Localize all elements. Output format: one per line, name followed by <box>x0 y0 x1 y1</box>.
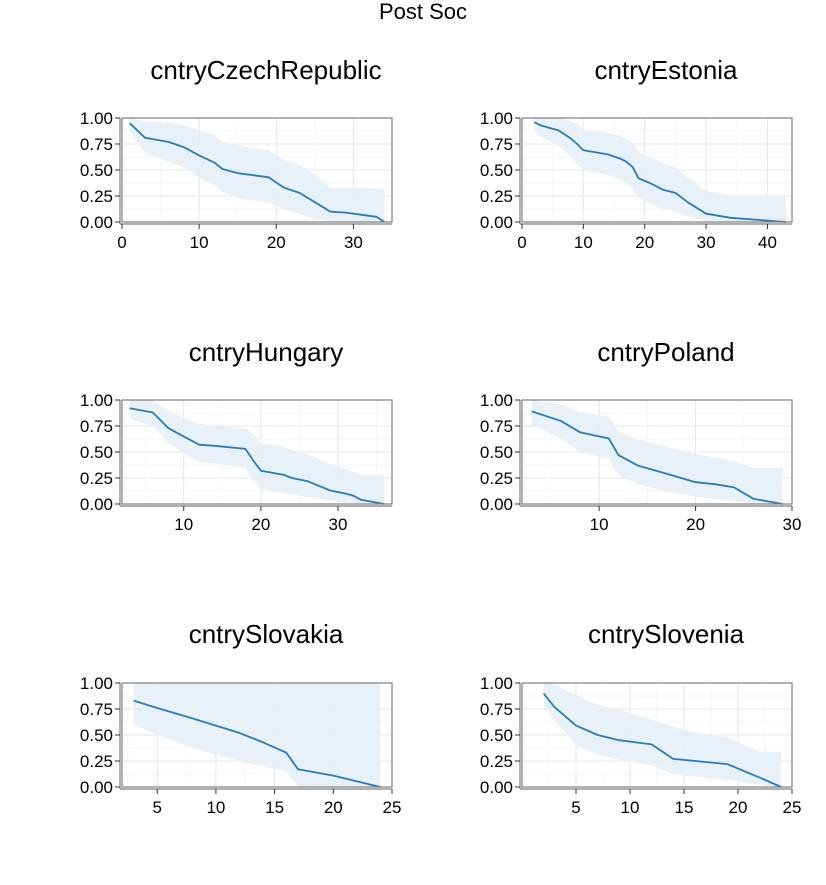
survival-line-0 <box>129 407 385 505</box>
x-tick-label: 15 <box>675 798 694 817</box>
y-tick-label: 0.75 <box>80 135 113 154</box>
y-tick-label: 0.50 <box>80 443 113 462</box>
facet-panel-4: cntrySlovakia 0.00 0.25 0.50 0.75 1.00 5 10 15 20… <box>80 619 402 817</box>
confidence-band-0 <box>133 683 381 787</box>
y-tick-label: 1.00 <box>80 109 113 128</box>
y-tick-label: 0.25 <box>80 187 113 206</box>
y-tick-label: 0.50 <box>480 161 513 180</box>
x-tick-label: 30 <box>344 233 363 252</box>
y-tick-label: 1.00 <box>480 109 513 128</box>
x-tick-label: 20 <box>324 798 343 817</box>
survival-line-0 <box>531 410 783 505</box>
x-tick-label: 15 <box>265 798 284 817</box>
x-tick-label: 30 <box>783 515 802 534</box>
confidence-band-0 <box>129 118 385 222</box>
survival-line-0 <box>542 692 782 788</box>
plot-frame <box>521 399 793 505</box>
x-tick-label: 20 <box>635 233 654 252</box>
y-tick-label: 0.25 <box>480 752 513 771</box>
plot-frame <box>121 682 393 788</box>
y-tick-label: 0.75 <box>80 417 113 436</box>
main-title: Post Soc <box>379 0 467 24</box>
x-tick-label: 25 <box>383 798 402 817</box>
y-tick-label: 0.00 <box>80 495 113 514</box>
y-tick-label: 1.00 <box>480 674 513 693</box>
y-tick-label: 0.75 <box>80 700 113 719</box>
panel-title: cntryEstonia <box>594 55 738 85</box>
x-tick-label: 10 <box>190 233 209 252</box>
plot-frame <box>521 117 793 223</box>
y-tick-label: 0.75 <box>480 417 513 436</box>
facet-panel-5: cntrySlovenia 0.00 0.25 0.50 0.75 1.00 5 10 15 20… <box>480 619 802 817</box>
x-tick-label: 10 <box>174 515 193 534</box>
confidence-band-0 <box>531 400 783 504</box>
y-tick-label: 0.50 <box>80 726 113 745</box>
y-tick-label: 1.00 <box>80 674 113 693</box>
x-tick-label: 10 <box>621 798 640 817</box>
x-tick-label: 10 <box>206 798 225 817</box>
x-tick-label: 5 <box>571 798 580 817</box>
plot-frame <box>121 399 393 505</box>
facet-panel-0: cntryCzechRepublic 0.00 0.25 0.50 0.75 1.00 0 1… <box>80 55 393 252</box>
y-tick-label: 0.00 <box>480 213 513 232</box>
confidence-band-0 <box>534 118 786 222</box>
y-tick-label: 0.25 <box>80 469 113 488</box>
x-tick-label: 20 <box>267 233 286 252</box>
y-tick-label: 1.00 <box>480 391 513 410</box>
y-tick-label: 1.00 <box>80 391 113 410</box>
facet-panel-1: cntryEstonia 0.00 0.25 0.50 0.75 1.00 0 10 20 30 4… <box>480 55 793 252</box>
panel-title: cntrySlovenia <box>588 619 745 649</box>
x-tick-label: 0 <box>517 233 526 252</box>
x-tick-label: 30 <box>697 233 716 252</box>
y-tick-label: 0.50 <box>80 161 113 180</box>
x-tick-label: 20 <box>251 515 270 534</box>
y-tick-label: 0.25 <box>480 469 513 488</box>
y-tick-label: 0.50 <box>480 443 513 462</box>
x-tick-label: 10 <box>574 233 593 252</box>
facet-panel-3: cntryPoland 0.00 0.25 0.50 0.75 1.00 10 20 30 <box>480 337 802 534</box>
facet-panel-2: cntryHungary 0.00 0.25 0.50 0.75 1.00 10 20 30 <box>80 337 393 534</box>
y-tick-label: 0.25 <box>480 187 513 206</box>
panel-title: cntryPoland <box>597 337 734 367</box>
x-tick-label: 25 <box>783 798 802 817</box>
panel-title: cntrySlovakia <box>189 619 344 649</box>
x-tick-label: 20 <box>729 798 748 817</box>
survival-line-0 <box>133 699 381 788</box>
y-tick-label: 0.75 <box>480 135 513 154</box>
survival-line-0 <box>129 122 385 223</box>
y-tick-label: 0.00 <box>80 213 113 232</box>
y-tick-label: 0.50 <box>480 726 513 745</box>
confidence-band-0 <box>129 400 385 504</box>
y-tick-label: 0.00 <box>480 495 513 514</box>
x-tick-label: 30 <box>329 515 348 534</box>
x-tick-label: 10 <box>590 515 609 534</box>
panel-title: cntryCzechRepublic <box>150 55 381 85</box>
x-tick-label: 40 <box>758 233 777 252</box>
panel-title: cntryHungary <box>189 337 344 367</box>
x-tick-label: 20 <box>686 515 705 534</box>
y-tick-label: 0.75 <box>480 700 513 719</box>
plot-frame <box>521 682 793 788</box>
survival-line-0 <box>533 121 786 223</box>
plot-frame <box>121 117 393 223</box>
y-tick-label: 0.00 <box>80 778 113 797</box>
confidence-band-0 <box>543 683 782 787</box>
x-tick-label: 0 <box>117 233 126 252</box>
y-tick-label: 0.25 <box>80 752 113 771</box>
x-tick-label: 5 <box>152 798 161 817</box>
y-tick-label: 0.00 <box>480 778 513 797</box>
